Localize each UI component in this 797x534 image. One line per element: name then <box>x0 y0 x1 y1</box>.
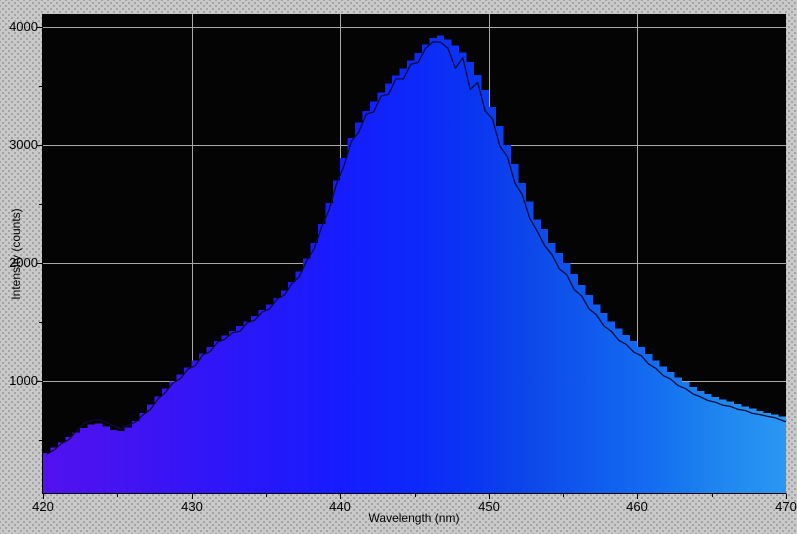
y-tick-label: 4000 <box>9 19 38 34</box>
axis-ticks <box>37 27 787 499</box>
x-axis-title: Wavelength (nm) <box>368 511 460 525</box>
x-tick-label: 470 <box>775 499 797 514</box>
spectrum-trace-line <box>46 41 787 455</box>
y-tick-label: 3000 <box>9 137 38 152</box>
x-tick-label: 460 <box>626 499 648 514</box>
y-axis-title: Intensity (counts) <box>9 208 23 300</box>
x-tick-label: 430 <box>181 499 203 514</box>
spectrum-area <box>43 35 786 494</box>
y-tick-label: 1000 <box>9 373 38 388</box>
x-tick-label: 420 <box>32 499 54 514</box>
y-tick-label: 2000 <box>9 255 38 270</box>
x-tick-label: 440 <box>329 499 351 514</box>
axes <box>42 14 787 494</box>
x-tick-label: 450 <box>478 499 500 514</box>
